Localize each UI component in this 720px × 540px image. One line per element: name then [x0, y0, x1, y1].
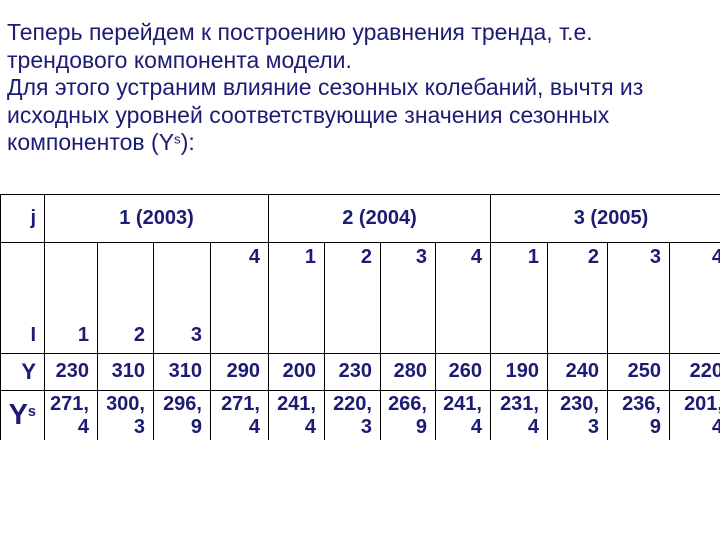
- row-label-ys: Ys: [0, 390, 45, 440]
- y-value-cell: 310: [153, 353, 211, 391]
- table-row-ys: Ys 271, 4 300, 3 296, 9 271, 4 241, 4 22…: [0, 390, 720, 440]
- row-label-i: I: [0, 242, 45, 354]
- intro-text-main: Теперь перейдем к построению уравнения т…: [7, 19, 644, 155]
- ys-value-cell: 220, 3: [324, 390, 381, 440]
- ys-value-cell: 271, 4: [44, 390, 98, 440]
- table-row-quarter-indexes: I 1 2 3 4 1 2 3 4 1 2 3 4: [0, 242, 720, 354]
- quarter-cell: 4: [435, 242, 491, 354]
- quarter-cell: 3: [153, 242, 211, 354]
- quarter-cell: 1: [490, 242, 548, 354]
- y-value-cell: 310: [97, 353, 154, 391]
- y-value-cell: 290: [210, 353, 269, 391]
- seasonal-data-table: j 1 (2003) 2 (2004) 3 (2005) I 1 2 3 4 1…: [0, 194, 720, 440]
- y-value-cell: 260: [435, 353, 491, 391]
- y-value-cell: 200: [268, 353, 325, 391]
- table-row-y: Y 230 310 310 290 200 230 280 260 190 24…: [0, 353, 720, 391]
- intro-superscript-s: s: [174, 131, 181, 147]
- quarter-cell: 4: [210, 242, 269, 354]
- quarter-cell: 3: [607, 242, 670, 354]
- ys-value-cell: 231, 4: [490, 390, 548, 440]
- data-table-container: j 1 (2003) 2 (2004) 3 (2005) I 1 2 3 4 1…: [0, 194, 720, 440]
- quarter-cell: 2: [547, 242, 608, 354]
- y-value-cell: 220: [669, 353, 720, 391]
- quarter-cell: 2: [324, 242, 381, 354]
- ys-value-cell: 236, 9: [607, 390, 670, 440]
- quarter-cell: 3: [380, 242, 436, 354]
- y-value-cell: 230: [324, 353, 381, 391]
- y-value-cell: 230: [44, 353, 98, 391]
- intro-text-tail: ):: [180, 129, 195, 155]
- y-value-cell: 190: [490, 353, 548, 391]
- y-value-cell: 240: [547, 353, 608, 391]
- ys-value-cell: 201, 4: [669, 390, 720, 440]
- year-header-2003: 1 (2003): [44, 194, 269, 243]
- y-value-cell: 250: [607, 353, 670, 391]
- ys-value-cell: 300, 3: [97, 390, 154, 440]
- ys-value-cell: 241, 4: [435, 390, 491, 440]
- quarter-cell: 2: [97, 242, 154, 354]
- ys-value-cell: 230, 3: [547, 390, 608, 440]
- ys-label-base: Y: [8, 399, 28, 431]
- ys-label-superscript-s: s: [27, 404, 36, 421]
- quarter-cell: 1: [44, 242, 98, 354]
- ys-value-cell: 296, 9: [153, 390, 211, 440]
- ys-value-cell: 241, 4: [268, 390, 325, 440]
- row-label-y: Y: [0, 353, 45, 391]
- intro-paragraph: Теперь перейдем к построению уравнения т…: [7, 19, 717, 157]
- year-header-2004: 2 (2004): [268, 194, 491, 243]
- y-value-cell: 280: [380, 353, 436, 391]
- ys-value-cell: 266, 9: [380, 390, 436, 440]
- quarter-cell: 4: [669, 242, 720, 354]
- quarter-cell: 1: [268, 242, 325, 354]
- year-header-2005: 3 (2005): [490, 194, 720, 243]
- table-row-year-headers: j 1 (2003) 2 (2004) 3 (2005): [0, 194, 720, 243]
- row-label-j: j: [0, 194, 45, 243]
- ys-value-cell: 271, 4: [210, 390, 269, 440]
